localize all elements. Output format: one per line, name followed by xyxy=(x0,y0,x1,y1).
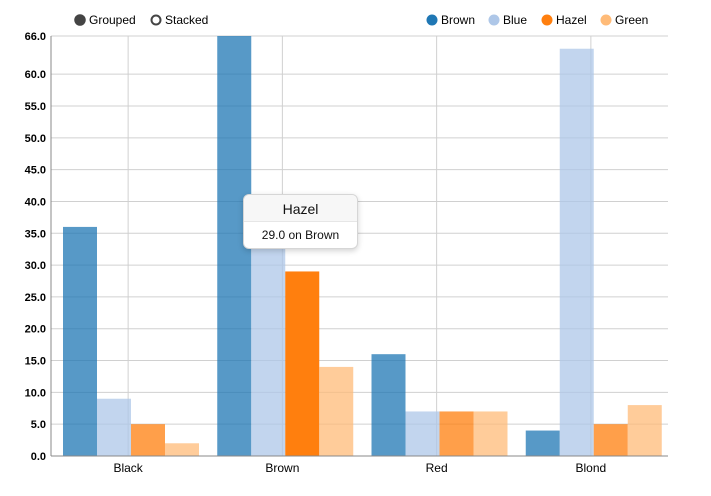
bar-blue-red[interactable] xyxy=(405,411,440,456)
legend-swatch-icon[interactable] xyxy=(541,14,553,26)
y-tick-label: 20.0 xyxy=(25,324,46,336)
legend-item-hazel[interactable]: Hazel xyxy=(541,13,587,27)
legend-label: Brown xyxy=(441,13,475,27)
bar-brown-blond[interactable] xyxy=(525,430,560,456)
y-tick-label: 30.0 xyxy=(25,260,46,272)
y-tick-label: 45.0 xyxy=(25,165,46,177)
axes: 0.0 5.0 10.0 15.0 20.0 25.0 30.0 35.0 40.0 45.0 50… xyxy=(25,31,668,475)
y-tick-label: 40.0 xyxy=(25,196,46,208)
legend-swatch-icon[interactable] xyxy=(426,14,438,26)
y-tick-label: 15.0 xyxy=(25,356,46,368)
bar-green-blond[interactable] xyxy=(627,405,662,456)
legend-item-green[interactable]: Green xyxy=(600,13,649,27)
bar-green-black[interactable] xyxy=(165,443,199,456)
bar-hazel-brown[interactable] xyxy=(285,271,320,456)
legend-swatch-icon[interactable] xyxy=(488,14,500,26)
grouped-option-label: Grouped xyxy=(89,13,136,27)
legend-label: Hazel xyxy=(556,13,587,27)
bar-green-brown[interactable] xyxy=(319,366,354,456)
bar-blue-brown[interactable] xyxy=(251,239,286,456)
y-tick-label: 35.0 xyxy=(25,228,46,240)
legend-item-brown[interactable]: Brown xyxy=(426,13,476,27)
legend-label: Blue xyxy=(503,13,527,27)
x-tick-label: Brown xyxy=(265,461,299,475)
bar-hazel-red[interactable] xyxy=(439,411,474,456)
bar-green-red[interactable] xyxy=(473,411,508,456)
grouped-option[interactable]: Grouped xyxy=(74,13,136,27)
chart-mode-controls: Grouped Stacked xyxy=(74,13,209,27)
x-tick-label: Blond xyxy=(576,461,607,475)
tooltip-title: Hazel xyxy=(244,195,357,222)
y-tick-label: 60.0 xyxy=(25,69,46,81)
stacked-option-label: Stacked xyxy=(165,13,208,27)
legend-label: Green xyxy=(615,13,648,27)
grouped-radio-icon[interactable] xyxy=(74,14,86,26)
y-tick-label: 55.0 xyxy=(25,101,46,113)
bar-hazel-blond[interactable] xyxy=(593,424,628,456)
legend-item-blue[interactable]: Blue xyxy=(488,13,528,27)
bars xyxy=(63,36,662,457)
stacked-option[interactable]: Stacked xyxy=(150,13,209,27)
y-tick-label: 5.0 xyxy=(31,419,46,431)
bar-blue-blond[interactable] xyxy=(559,48,594,457)
bar-brown-black[interactable] xyxy=(63,226,97,456)
bar-brown-red[interactable] xyxy=(371,354,406,456)
y-tick-label: 25.0 xyxy=(25,292,46,304)
x-tick-label: Red xyxy=(426,461,448,475)
chart-tooltip: Hazel 29.0 on Brown xyxy=(243,194,358,249)
stacked-radio-icon[interactable] xyxy=(150,14,162,26)
chart-legend: Brown Blue Hazel Green xyxy=(426,13,649,27)
legend-swatch-icon[interactable] xyxy=(600,14,612,26)
y-tick-label: 50.0 xyxy=(25,133,46,145)
x-tick-label: Black xyxy=(113,461,143,475)
y-tick-label: 10.0 xyxy=(25,387,46,399)
bar-blue-black[interactable] xyxy=(97,398,131,456)
y-tick-label: 66.0 xyxy=(25,31,46,43)
bar-hazel-black[interactable] xyxy=(131,424,165,456)
y-tick-label: 0.0 xyxy=(31,451,46,463)
tooltip-body: 29.0 on Brown xyxy=(261,228,340,242)
